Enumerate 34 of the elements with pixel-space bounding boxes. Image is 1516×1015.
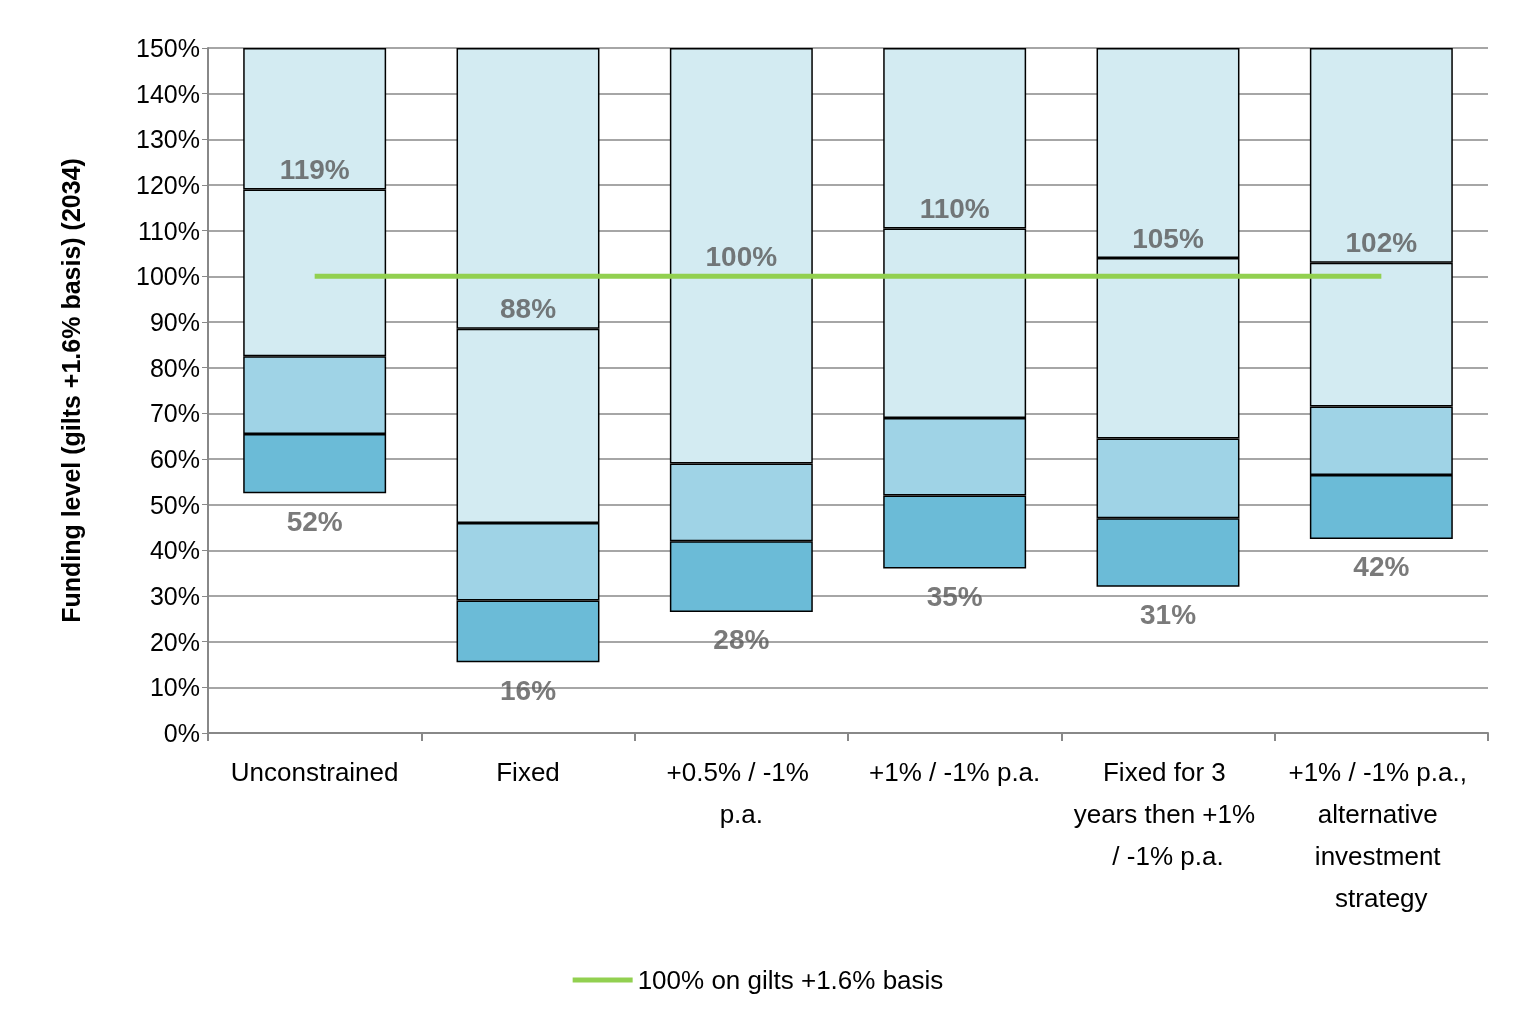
y-tick-label: 140% <box>136 79 200 108</box>
x-tick-label: Unconstrained <box>230 757 399 787</box>
x-tick-label: +0.5% / -1% p.a. <box>666 757 817 829</box>
y-tick-label: 50% <box>149 490 200 519</box>
annotation: 31% <box>1139 599 1197 631</box>
y-tick-label: 30% <box>149 582 200 610</box>
x-tick-label: +1% / -1% p.a., alternative investment strategy <box>1288 757 1475 913</box>
legend-label: 100% on gilts +1.6% basis <box>637 965 944 995</box>
y-tick-label: 60% <box>149 445 200 473</box>
y-tick-label: 100% <box>136 262 200 291</box>
annotation: 105% <box>1132 222 1204 254</box>
annotation: 119% <box>279 154 350 186</box>
x-tick-label: Fixed for 3 years then +1% / -1% p.a. <box>1073 757 1263 871</box>
annotation: 110% <box>919 192 990 224</box>
annotation: 42% <box>1353 551 1410 583</box>
y-tick-label: 10% <box>149 673 200 702</box>
y-tick-label: 150% <box>136 34 200 62</box>
y-tick-label: 70% <box>149 399 200 428</box>
annotation: 88% <box>499 293 557 325</box>
y-tick-label: 80% <box>149 353 200 382</box>
annotation: 102% <box>1345 227 1418 259</box>
y-axis-title: Funding level (gilts +1.6% basis) (2034) <box>56 158 85 623</box>
y-tick-label: 120% <box>136 171 200 199</box>
y-tick-label: 110% <box>137 216 200 245</box>
x-tick-label: +1% / -1% p.a. <box>869 757 1041 787</box>
x-tick-label: Fixed <box>496 757 560 787</box>
y-tick-label: 20% <box>149 627 200 656</box>
y-tick-label: 90% <box>149 308 200 336</box>
bar <box>669 48 813 277</box>
annotation: 100% <box>705 240 778 272</box>
y-tick-label: 40% <box>149 536 200 565</box>
y-tick-label: 0% <box>163 719 200 747</box>
y-tick-label: 130% <box>136 125 200 154</box>
annotation: 52% <box>286 505 343 537</box>
